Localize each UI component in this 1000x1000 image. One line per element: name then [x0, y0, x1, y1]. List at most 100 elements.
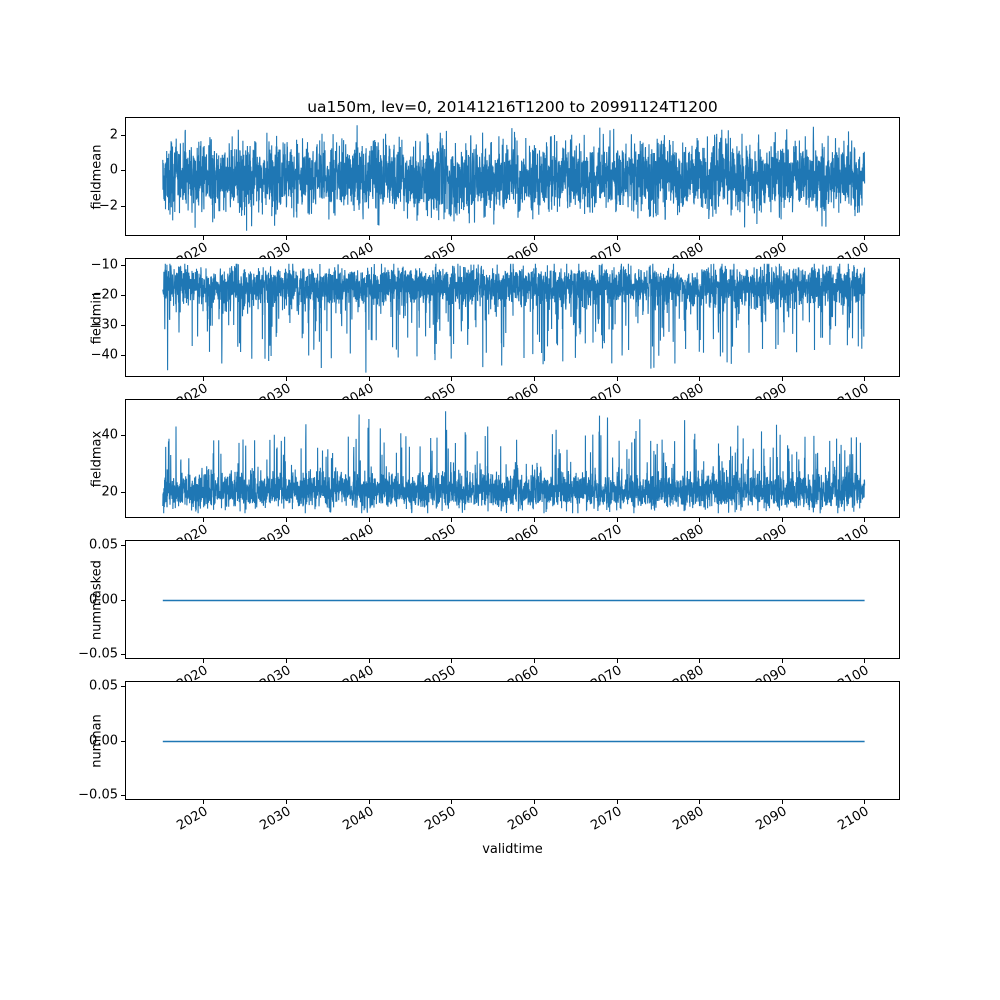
- y-axis-label-fieldmean: fieldmean: [89, 144, 105, 209]
- x-tick-mark: [864, 518, 866, 522]
- x-tick-mark: [286, 236, 288, 240]
- y-tick-mark: [121, 740, 125, 742]
- x-tick-label: 2030: [257, 804, 294, 834]
- x-tick-mark: [368, 800, 370, 804]
- x-tick-mark: [781, 236, 783, 240]
- y-tick-mark: [121, 134, 125, 136]
- subplot-numnan: [125, 681, 900, 800]
- y-tick-label: 20: [101, 484, 118, 500]
- y-tick-mark: [121, 492, 125, 494]
- x-tick-mark: [533, 659, 535, 663]
- x-tick-mark: [864, 659, 866, 663]
- y-tick-mark: [121, 264, 125, 266]
- x-tick-mark: [699, 236, 701, 240]
- x-tick-mark: [533, 518, 535, 522]
- x-tick-mark: [533, 377, 535, 381]
- x-tick-mark: [864, 800, 866, 804]
- subplot-fieldmin: [125, 258, 900, 377]
- x-tick-mark: [699, 800, 701, 804]
- x-tick-mark: [616, 659, 618, 663]
- x-tick-mark: [699, 377, 701, 381]
- y-tick-mark: [121, 686, 125, 688]
- x-tick-mark: [286, 377, 288, 381]
- x-tick-mark: [451, 659, 453, 663]
- plot-line-fieldmin: [162, 263, 866, 373]
- y-axis-label-fieldmin: fieldmin: [89, 291, 105, 344]
- y-tick-label: 0.00: [89, 592, 118, 607]
- y-tick-mark: [121, 205, 125, 207]
- plot-line-fieldmax: [162, 411, 866, 514]
- y-tick-label: −0.05: [78, 787, 118, 803]
- x-tick-mark: [699, 659, 701, 663]
- y-tick-mark: [121, 545, 125, 547]
- x-tick-mark: [451, 800, 453, 804]
- y-tick-label: 0.00: [89, 733, 118, 748]
- y-tick-label: 0.05: [89, 678, 118, 694]
- x-tick-mark: [864, 377, 866, 381]
- x-tick-mark: [368, 236, 370, 240]
- x-axis-label: validtime: [482, 842, 543, 857]
- y-tick-mark: [121, 794, 125, 796]
- y-axis-label-nummasked: nummasked: [89, 559, 105, 640]
- x-tick-mark: [368, 518, 370, 522]
- y-tick-label: −20: [90, 287, 118, 303]
- x-tick-mark: [781, 377, 783, 381]
- x-tick-mark: [533, 236, 535, 240]
- y-axis-label-numnan: numnan: [89, 713, 105, 768]
- x-tick-mark: [781, 659, 783, 663]
- x-tick-mark: [203, 377, 205, 381]
- x-tick-label: 2050: [422, 804, 459, 834]
- x-tick-mark: [368, 659, 370, 663]
- x-tick-label: 2070: [587, 804, 625, 834]
- y-tick-label: −0.05: [78, 646, 118, 662]
- x-tick-mark: [616, 377, 618, 381]
- y-tick-label: −40: [90, 347, 118, 363]
- subplot-fieldmean: [125, 117, 900, 236]
- x-tick-mark: [699, 518, 701, 522]
- x-tick-mark: [451, 377, 453, 381]
- x-tick-mark: [451, 236, 453, 240]
- x-tick-mark: [451, 518, 453, 522]
- x-tick-label: 2020: [174, 804, 211, 834]
- y-tick-label: 40: [101, 427, 118, 443]
- x-tick-label: 2060: [505, 804, 542, 834]
- x-tick-mark: [203, 659, 205, 663]
- x-tick-mark: [368, 377, 370, 381]
- y-tick-mark: [121, 355, 125, 357]
- x-tick-label: 2080: [670, 804, 707, 834]
- plot-line-fieldmean: [162, 125, 866, 231]
- y-tick-mark: [121, 325, 125, 326]
- x-tick-mark: [533, 800, 535, 804]
- x-tick-mark: [286, 659, 288, 663]
- y-tick-label: 0: [109, 162, 118, 178]
- x-tick-label: 2040: [340, 804, 377, 834]
- x-tick-mark: [203, 236, 205, 240]
- y-tick-label: −30: [90, 317, 118, 333]
- y-axis-label-fieldmax: fieldmax: [89, 430, 105, 487]
- subplot-nummasked: [125, 540, 900, 659]
- x-tick-label: 2100: [835, 804, 872, 834]
- y-tick-label: 0.05: [89, 537, 118, 553]
- subplot-fieldmax: [125, 399, 900, 518]
- x-tick-mark: [203, 518, 205, 522]
- y-tick-mark: [121, 294, 125, 296]
- chart-title: ua150m, lev=0, 20141216T1200 to 20991124…: [307, 98, 718, 116]
- x-tick-mark: [781, 518, 783, 522]
- x-tick-label: 2090: [753, 804, 790, 834]
- y-tick-mark: [121, 653, 125, 655]
- x-tick-mark: [616, 236, 618, 240]
- x-tick-mark: [781, 800, 783, 804]
- y-tick-label: −2: [98, 198, 118, 214]
- x-tick-mark: [864, 236, 866, 240]
- x-tick-mark: [203, 800, 205, 804]
- y-tick-mark: [121, 170, 125, 172]
- x-tick-mark: [286, 518, 288, 522]
- x-tick-mark: [286, 800, 288, 804]
- y-tick-label: 2: [109, 127, 118, 143]
- y-tick-mark: [121, 434, 125, 436]
- y-tick-mark: [121, 599, 125, 601]
- x-tick-mark: [616, 800, 618, 804]
- y-tick-label: −10: [90, 257, 118, 273]
- x-tick-mark: [616, 518, 618, 522]
